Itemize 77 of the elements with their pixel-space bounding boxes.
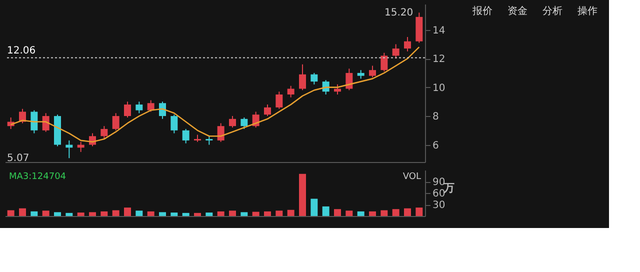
- bar: [170, 212, 178, 216]
- candlestick: [346, 68, 353, 91]
- candlestick: [229, 116, 236, 128]
- annotation: 5.07: [7, 153, 30, 164]
- candlestick: [124, 101, 131, 118]
- bar: [310, 198, 318, 216]
- bar: [147, 211, 154, 216]
- bar: [287, 210, 294, 216]
- bar: [136, 210, 143, 216]
- annotation: MA3:124704: [9, 172, 66, 182]
- candlestick: [182, 128, 190, 144]
- candlestick: [100, 126, 108, 140]
- bar: [124, 208, 131, 216]
- bar: [100, 211, 108, 216]
- candlestick: [287, 85, 294, 98]
- text: 报价: [472, 5, 492, 17]
- bar: [89, 212, 96, 216]
- candlestick: [334, 84, 341, 95]
- candlestick: [276, 91, 283, 110]
- bar: [112, 210, 120, 216]
- bar: [299, 174, 306, 216]
- y-tick-label: 6: [432, 140, 439, 152]
- bar: [357, 211, 364, 216]
- bar: [404, 208, 411, 216]
- candlestick: [170, 114, 178, 134]
- bar: [380, 210, 388, 216]
- candlestick: [299, 64, 306, 91]
- bar: [194, 212, 201, 216]
- bar: [369, 211, 376, 216]
- candlestick: [136, 101, 143, 114]
- bar: [159, 212, 166, 216]
- bar: [206, 212, 213, 216]
- annotation: 15.20: [384, 8, 414, 19]
- bar: [66, 212, 73, 216]
- bar: [334, 209, 341, 216]
- bar: [322, 206, 330, 216]
- candlestick: [112, 112, 120, 131]
- bar: [346, 210, 353, 216]
- bar: [77, 212, 84, 216]
- candlestick: [217, 122, 224, 142]
- candlestick: [310, 72, 318, 85]
- candlestick: [380, 52, 388, 72]
- candlestick: [240, 116, 248, 130]
- y-tick-label: 60: [432, 188, 446, 200]
- annotation: VOL: [402, 172, 421, 182]
- ref-line-label: 12.06: [7, 46, 36, 57]
- candlestick: [369, 65, 376, 78]
- bar: [30, 211, 38, 216]
- bar: [252, 212, 260, 216]
- y-tick-label: 12: [432, 54, 446, 66]
- candlestick: [30, 110, 38, 134]
- bar: [416, 208, 423, 216]
- bar: [392, 209, 400, 216]
- candlestick: [159, 101, 166, 120]
- candlestick: [392, 44, 400, 60]
- y-tick-label: 14: [432, 25, 446, 36]
- y-tick-label: 30: [432, 200, 446, 211]
- text: 操作: [578, 5, 598, 17]
- bar: [217, 211, 224, 216]
- bar: [276, 210, 283, 216]
- bar: [19, 208, 26, 216]
- y-tick-label: 10: [432, 82, 446, 94]
- bar: [229, 210, 236, 216]
- bar: [42, 210, 50, 216]
- bar: [7, 210, 14, 216]
- candlestick: [404, 36, 411, 52]
- text: 资金: [508, 5, 528, 17]
- text: 分析: [542, 5, 562, 17]
- candlestick: [42, 112, 50, 132]
- bar: [182, 212, 190, 216]
- bar: [264, 211, 271, 216]
- candlestick: [147, 100, 154, 112]
- bar: [240, 212, 248, 216]
- bar: [54, 212, 61, 216]
- y-tick-label: 90: [432, 177, 446, 188]
- candlestick: [264, 104, 271, 117]
- y-tick-label: 8: [432, 112, 439, 123]
